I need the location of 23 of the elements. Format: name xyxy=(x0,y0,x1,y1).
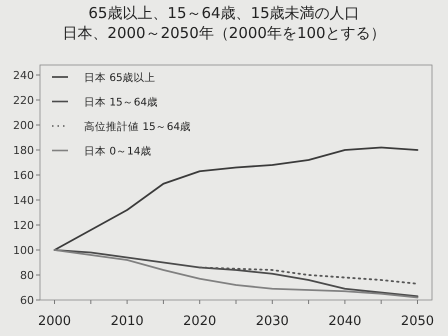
chart-subtitle: 日本、2000～2050年（2000年を100とする） xyxy=(62,24,386,42)
legend-label: 高位推計値 15～64歳 xyxy=(84,120,192,133)
legend-label: 日本 0～14歳 xyxy=(84,144,152,158)
y-tick-label: 140 xyxy=(13,194,34,207)
x-tick-label: 2000 xyxy=(38,314,72,329)
x-tick-label: 2040 xyxy=(328,314,362,329)
y-tick-label: 220 xyxy=(13,94,34,107)
y-tick-label: 200 xyxy=(13,119,34,132)
y-tick-label: 100 xyxy=(13,244,34,257)
y-tick-label: 160 xyxy=(13,169,34,182)
x-tick-label: 2010 xyxy=(110,314,144,329)
legend-label: 日本 15～64歳 xyxy=(84,96,158,108)
line-series xyxy=(54,146,418,251)
x-tick-label: 2020 xyxy=(183,314,216,329)
y-tick-label: 120 xyxy=(13,219,34,232)
y-tick-label: 240 xyxy=(13,69,34,82)
x-tick-label: 2050 xyxy=(400,314,434,329)
y-tick-label: 80 xyxy=(20,269,34,282)
legend-label: 日本 65歳以上 xyxy=(84,71,156,84)
y-tick-label: 180 xyxy=(13,144,34,157)
chart-title: 65歳以上、15～64歳、15歳未満の人口 xyxy=(88,4,360,22)
x-tick-label: 2030 xyxy=(256,314,289,329)
y-tick-label: 60 xyxy=(20,294,34,307)
